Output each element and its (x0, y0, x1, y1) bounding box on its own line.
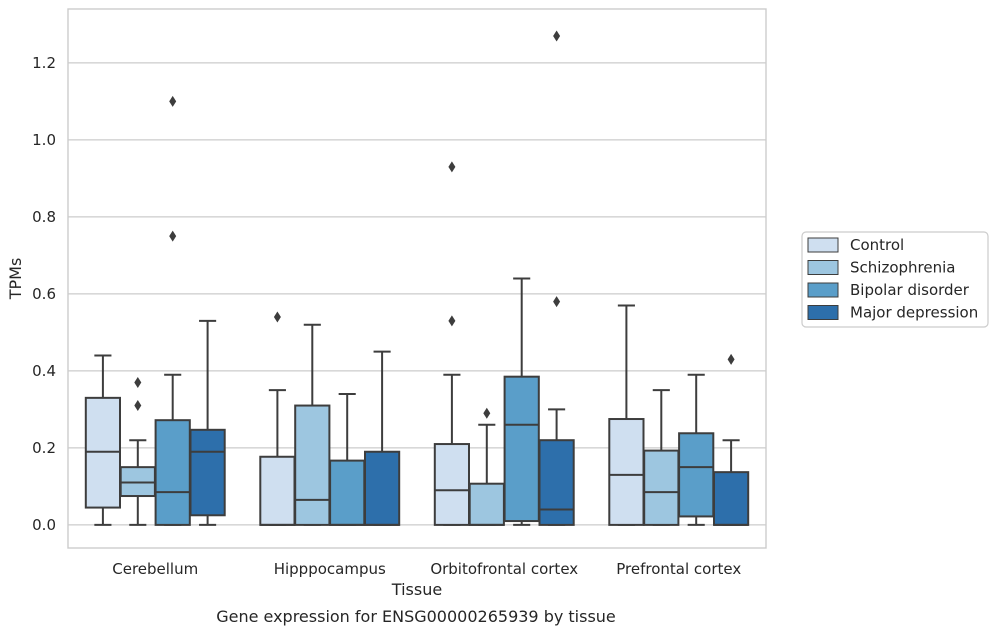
box-body (503, 375, 540, 523)
legend-label: Major depression (850, 304, 978, 322)
outlier-point (448, 161, 456, 173)
plot-area-frame (67, 8, 767, 549)
box-body (154, 419, 191, 526)
box-plot-series (84, 30, 750, 526)
box-body (363, 450, 401, 526)
box-body (329, 459, 366, 526)
legend-label: Schizophrenia (850, 259, 955, 277)
outlier-point (134, 400, 142, 412)
x-axis-label: Tissue (391, 580, 442, 599)
box-body (468, 482, 505, 526)
outlier-point (169, 230, 177, 242)
box-4-4 (712, 353, 750, 526)
y-tick-label: 0.4 (32, 362, 56, 380)
legend-swatch (807, 237, 839, 253)
x-tick-label: Prefrontal cortex (616, 560, 741, 578)
y-tick-label: 0.6 (32, 285, 56, 303)
y-axis-label: TPMs (6, 258, 25, 301)
box-3-4 (678, 373, 715, 526)
box-body (259, 455, 296, 526)
x-tick-labels: Cerebellum Hipppocampus Orbitofrontal cort… (112, 560, 741, 578)
box-2-4 (643, 389, 680, 526)
y-tick-label: 0.0 (32, 516, 56, 534)
box-3-3 (503, 277, 540, 526)
outlier-point (134, 376, 142, 388)
y-tick-label: 0.8 (32, 208, 56, 226)
box-body (433, 443, 471, 526)
box-body (643, 449, 680, 526)
outlier-point (448, 315, 456, 327)
legend-swatch (807, 282, 839, 298)
legend-label: Control (850, 236, 904, 254)
legend-label: Bipolar disorder (850, 281, 970, 299)
chart-caption: Gene expression for ENSG00000265939 by t… (216, 607, 616, 626)
legend-swatch (807, 305, 839, 320)
legend-item: Major depression (807, 304, 978, 322)
box-body (608, 418, 645, 526)
x-tick-label: Hipppocampus (274, 560, 386, 578)
box-2-1 (119, 376, 156, 526)
outlier-point (553, 296, 561, 308)
box-2-2 (294, 323, 331, 526)
x-tick-label: Orbitofrontal cortex (430, 560, 578, 578)
box-body (712, 471, 750, 526)
legend-swatch (807, 260, 839, 275)
box-2-3 (468, 407, 505, 526)
outlier-point (273, 311, 281, 323)
box-3-1 (154, 95, 191, 526)
box-body (678, 432, 715, 518)
legend-frame (801, 231, 989, 328)
y-tick-labels: 0.0 0.2 0.4 0.6 0.8 1.0 1.2 (32, 54, 56, 534)
box-4-2 (363, 350, 401, 526)
x-tick-label: Cerebellum (112, 560, 198, 578)
outlier-point (553, 30, 561, 42)
box-body (538, 439, 575, 526)
legend-item: Schizophrenia (807, 259, 955, 277)
outlier-point (727, 353, 735, 365)
legend-item: Control (807, 236, 904, 254)
legend-item: Bipolar disorder (807, 281, 970, 299)
y-tick-label: 1.0 (32, 131, 56, 149)
outlier-point (169, 95, 177, 107)
box-3-2 (329, 393, 366, 526)
y-tick-label: 0.2 (32, 439, 56, 457)
box-4-1 (189, 319, 226, 526)
box-body (294, 404, 331, 526)
box-1-3 (433, 161, 471, 526)
box-4-3 (538, 30, 575, 526)
y-tick-label: 1.2 (32, 54, 56, 72)
legend: Control Schizophrenia Bipolar disorder Majo… (801, 231, 989, 328)
box-body (189, 428, 226, 517)
outlier-point (483, 407, 491, 419)
box-1-4 (608, 304, 645, 526)
box-1-2 (259, 311, 296, 526)
box-1-1 (84, 354, 122, 526)
